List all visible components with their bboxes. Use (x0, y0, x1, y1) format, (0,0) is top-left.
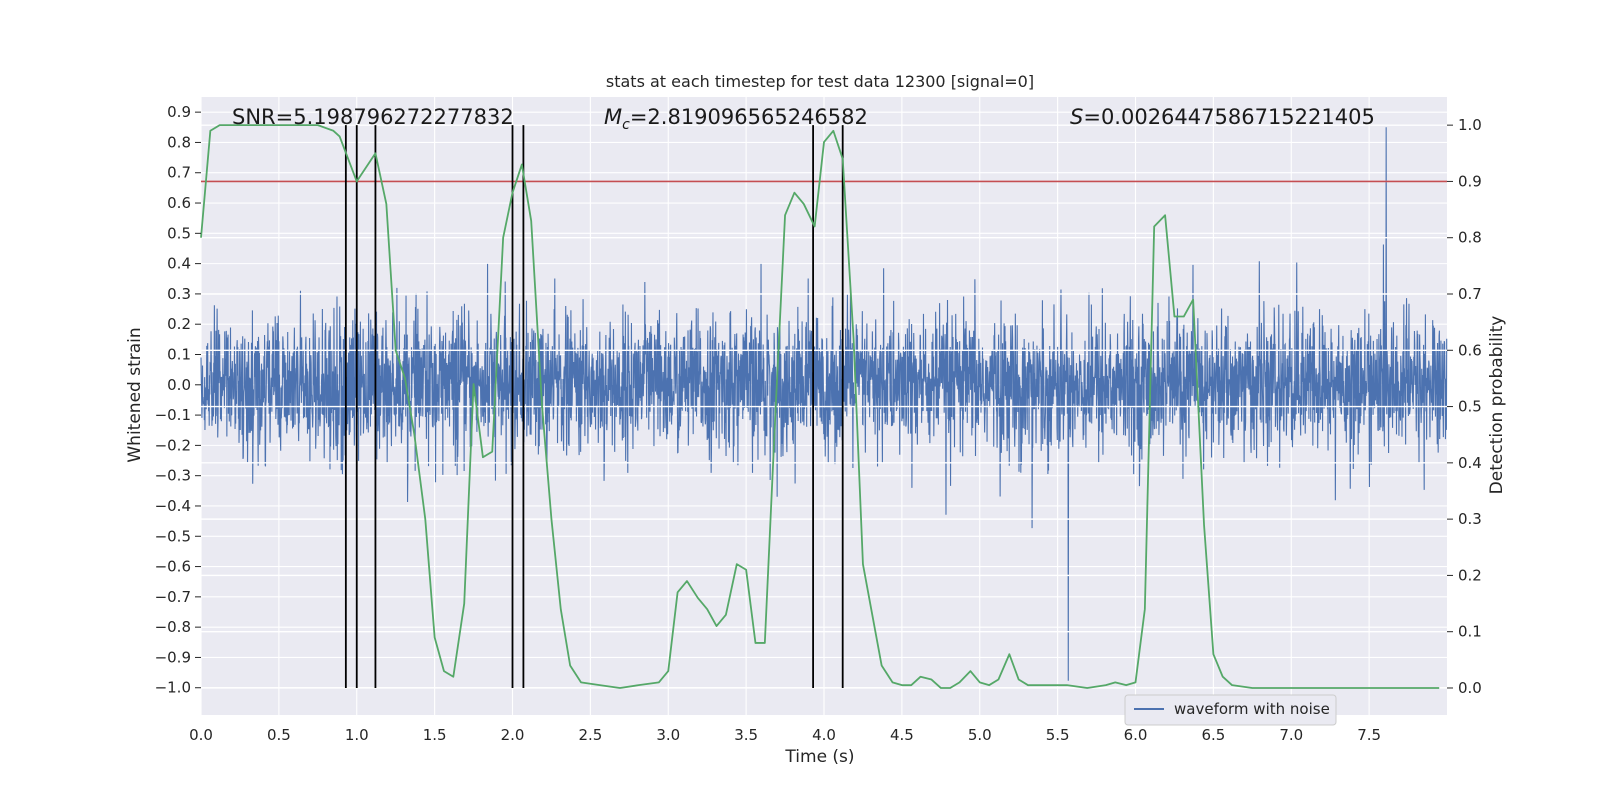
significance-value: =0.0026447586715221405 (1083, 105, 1375, 129)
x-tick-label: 0.0 (189, 726, 213, 744)
y-tick-label-right: 0.7 (1458, 285, 1482, 303)
x-tick-label: 1.0 (345, 726, 369, 744)
y-tick-label-right: 0.3 (1458, 510, 1482, 528)
y-tick-label-left: 0.7 (167, 164, 191, 182)
y-tick-label-right: 0.6 (1458, 341, 1482, 359)
axis-ticks: 0.0 0.5 1.0 1.5 2.0 2.5 3.0 3.5 4.0 4.5 5.0 5.5 6.0 6… (155, 103, 1482, 744)
y-tick-label-right: 1.0 (1458, 116, 1482, 134)
y-tick-label-right: 0.9 (1458, 172, 1482, 190)
chart-title: stats at each timestep for test data 123… (606, 72, 1034, 91)
y-tick-label-right: 0.4 (1458, 454, 1482, 472)
vertical-markers (344, 125, 844, 688)
y-tick-label-left: −0.6 (155, 558, 191, 576)
x-tick-label: 6.5 (1201, 726, 1225, 744)
chirp-mass-symbol: M (604, 105, 622, 129)
y-tick-label-left: 0.1 (167, 346, 191, 364)
y-tick-label-left: −0.7 (155, 588, 191, 606)
y-tick-label-left: 0.8 (167, 133, 191, 151)
y-tick-label-right: 0.5 (1458, 398, 1482, 416)
x-tick-label: 4.0 (812, 726, 836, 744)
x-tick-label: 7.5 (1357, 726, 1381, 744)
y-tick-label-left: −0.8 (155, 618, 191, 636)
y-tick-label-right: 0.0 (1458, 679, 1482, 697)
y-axis-label-right: Detection probability (1487, 316, 1507, 495)
probability-line (200, 124, 1440, 689)
y-axis-label-left: Whitened strain (125, 327, 145, 462)
x-tick-label: 0.5 (267, 726, 291, 744)
snr-annotation: SNR=5.198796272277832 (232, 105, 514, 129)
y-tick-label-left: 0.4 (167, 255, 191, 273)
x-tick-label: 5.5 (1046, 726, 1070, 744)
y-tick-label-left: 0.6 (167, 194, 191, 212)
legend-box (1124, 694, 1337, 726)
y-tick-label-left: −1.0 (155, 679, 191, 697)
waveform-series (200, 127, 1448, 681)
y-tick-label-right: 0.8 (1458, 229, 1482, 247)
chirp-mass-annotation: Mc=2.819096565246582 (604, 105, 868, 133)
x-tick-label: 7.0 (1279, 726, 1303, 744)
x-tick-label: 1.5 (423, 726, 447, 744)
x-axis-label: Time (s) (784, 747, 854, 767)
legend-waveform-label: waveform with noise (1174, 700, 1330, 718)
y-tick-label-right: 0.2 (1458, 566, 1482, 584)
x-tick-label: 3.0 (656, 726, 680, 744)
y-tick-label-left: −0.5 (155, 527, 191, 545)
legend: waveform with noise (1124, 694, 1337, 726)
x-tick-label: 6.0 (1124, 726, 1148, 744)
y-tick-label-left: −0.3 (155, 467, 191, 485)
y-tick-label-left: 0.5 (167, 224, 191, 242)
y-tick-label-left: 0.2 (167, 315, 191, 333)
waveform-line (200, 127, 1448, 681)
y-tick-label-left: 0.0 (167, 376, 191, 394)
x-tick-label: 3.5 (734, 726, 758, 744)
y-tick-label-left: −0.9 (155, 648, 191, 666)
significance-symbol: S (1070, 105, 1083, 129)
y-tick-label-right: 0.1 (1458, 623, 1482, 641)
y-tick-label-left: 0.3 (167, 285, 191, 303)
probability-series (200, 124, 1440, 689)
y-tick-label-left: −0.2 (155, 436, 191, 454)
x-tick-label: 2.5 (578, 726, 602, 744)
chirp-mass-value: =2.819096565246582 (630, 105, 868, 129)
significance-annotation: S=0.0026447586715221405 (1070, 105, 1375, 129)
x-tick-label: 5.0 (968, 726, 992, 744)
y-tick-label-left: −0.1 (155, 406, 191, 424)
x-tick-label: 4.5 (890, 726, 914, 744)
y-tick-label-left: 0.9 (167, 103, 191, 121)
x-tick-label: 2.0 (501, 726, 525, 744)
y-tick-label-left: −0.4 (155, 497, 191, 515)
chirp-mass-subscript: c (622, 117, 630, 133)
